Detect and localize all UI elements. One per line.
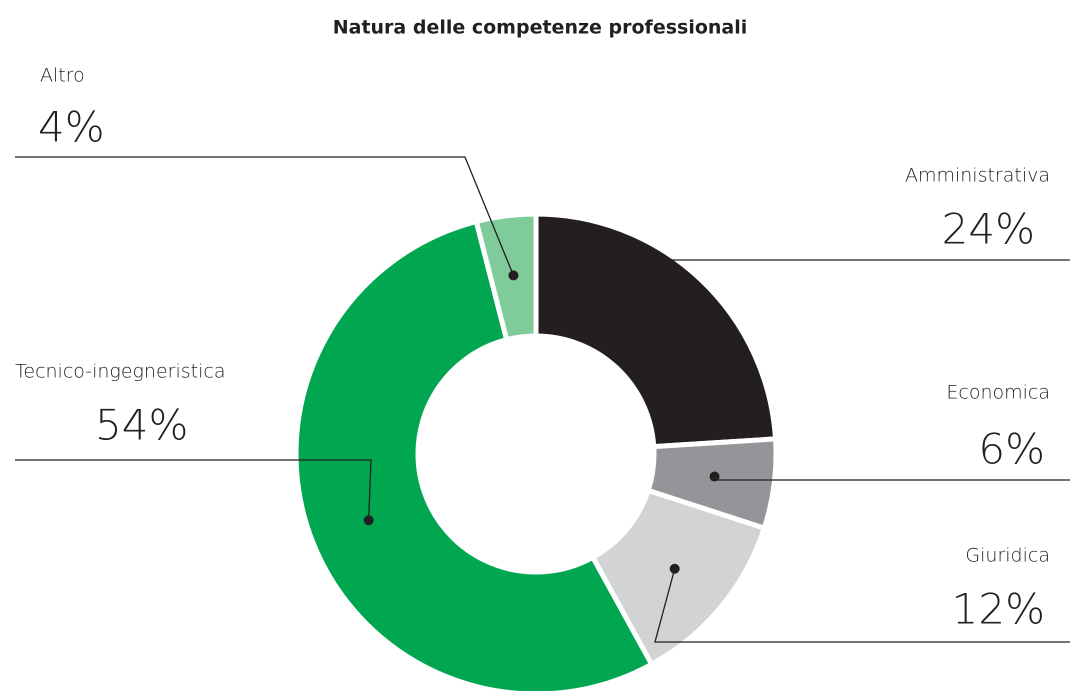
slice-label: Altro (40, 65, 85, 87)
leader-dot (669, 563, 680, 574)
slice-label: Giuridica (965, 545, 1050, 567)
leader-dot (654, 317, 665, 328)
slice-label: Economica (946, 382, 1050, 404)
donut-slice (589, 487, 768, 668)
leader-dot (709, 471, 720, 482)
leader-line (658, 259, 1070, 323)
donut-slice (293, 218, 656, 691)
donut-slice (473, 211, 539, 343)
slice-value: 24% (942, 205, 1035, 254)
slice-value: 4% (38, 103, 105, 152)
leader-dot (508, 270, 519, 281)
leader-line (15, 459, 372, 521)
slice-label: Amministrativa (905, 165, 1050, 187)
chart-title: Natura delle competenze professionali (333, 17, 748, 39)
slice-value: 54% (95, 401, 188, 450)
slice-label: Tecnico-ingegneristica (15, 361, 225, 383)
leader-line (15, 156, 515, 276)
slice-value: 6% (978, 425, 1045, 474)
slice-value: 12% (952, 585, 1045, 634)
donut-slice (533, 211, 779, 450)
leader-dot (363, 515, 374, 526)
leader-line (654, 568, 1070, 643)
